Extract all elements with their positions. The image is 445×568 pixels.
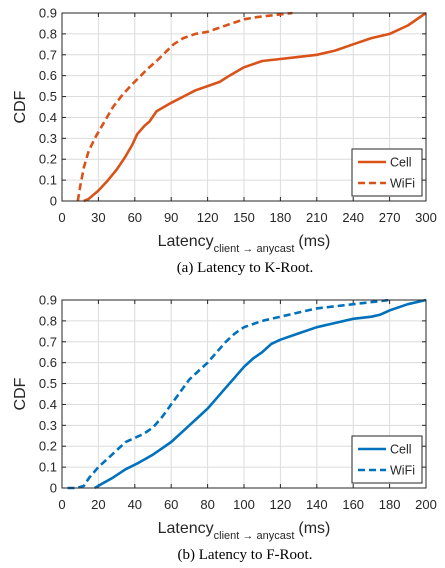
x-tick-label: 180: [270, 210, 292, 225]
legend-box: [351, 148, 423, 197]
y-tick-label: 0.7: [39, 334, 57, 349]
y-tick-label: 0.4: [39, 110, 57, 125]
series-line-cell: [94, 298, 427, 490]
panel-f-root: 0 20 40 60 80 100 120 140 160 180 200 0 0.1 0.2 0.3 0.4…: [12, 293, 437, 564]
x-tick-label: 0: [58, 210, 65, 225]
y-tick-label: 0.6: [39, 68, 57, 83]
y-tick-label: 0.3: [39, 418, 57, 433]
y-tick-label: 0.8: [39, 313, 57, 328]
x-tick-label: 60: [164, 497, 178, 512]
x-axis-label: Latencyclient → anycast (ms): [158, 233, 331, 255]
series-line-wifi: [67, 298, 390, 490]
legend-label-wifi: WiFi: [390, 464, 415, 478]
x-tick-label: 120: [197, 210, 219, 225]
x-tick-label: 180: [379, 497, 401, 512]
y-tick-label: 0.1: [39, 460, 57, 475]
y-tick-label: 0.9: [39, 6, 57, 21]
x-tick-label: 270: [379, 210, 401, 225]
x-tick-label: 100: [233, 497, 255, 512]
y-tick-label: 0: [50, 194, 57, 209]
x-tick-label: 40: [128, 497, 142, 512]
series-line-wifi: [76, 11, 293, 202]
x-axis-label-unit: (ms): [298, 520, 330, 537]
axes-frame: [61, 12, 427, 202]
x-axis-label-main: Latency: [158, 233, 214, 250]
y-axis-label: CDF: [12, 377, 29, 410]
axes-frame: [61, 299, 427, 489]
legend-label-cell: Cell: [390, 443, 412, 457]
x-tick-label: 20: [91, 497, 105, 512]
x-tick-label: 60: [128, 210, 142, 225]
figure-caption: (a) Latency to K-Root.: [177, 260, 314, 276]
y-tick-label: 0.4: [39, 397, 57, 412]
y-tick-label: 0.5: [39, 89, 57, 104]
legend-box: [351, 435, 423, 484]
y-tick-label: 0.1: [39, 173, 57, 188]
legend-label-wifi: WiFi: [390, 177, 415, 191]
x-tick-label: 240: [342, 210, 364, 225]
panel-k-root: 0 30 60 90 120 150 180 210 240 270 300 0 0.1 0.2 0.3 0.…: [12, 6, 437, 277]
y-tick-label: 0.2: [39, 439, 57, 454]
y-axis-label: CDF: [12, 90, 29, 123]
x-axis-label: Latencyclient → anycast (ms): [158, 520, 331, 542]
y-tick-label: 0.9: [39, 293, 57, 308]
y-tick-label: 0.7: [39, 47, 57, 62]
figure-caption: (b) Latency to F-Root.: [178, 547, 313, 563]
legend: Cell WiFi: [351, 148, 423, 197]
series-line-cell: [83, 11, 427, 203]
x-tick-label: 80: [200, 497, 214, 512]
y-tick-label: 0.6: [39, 355, 57, 370]
y-tick-label: 0.8: [39, 26, 57, 41]
x-tick-label: 150: [233, 210, 255, 225]
legend: Cell WiFi: [351, 435, 423, 484]
x-tick-label: 300: [415, 210, 437, 225]
y-tick-label: 0.2: [39, 152, 57, 167]
x-tick-label: 0: [58, 497, 65, 512]
x-axis-label-unit: (ms): [298, 233, 330, 250]
x-tick-label: 90: [164, 210, 178, 225]
x-axis-label-subscript: client → anycast: [214, 530, 295, 542]
x-tick-label: 210: [306, 210, 328, 225]
x-tick-label: 160: [342, 497, 364, 512]
x-tick-label: 200: [415, 497, 437, 512]
x-axis-label-subscript: client → anycast: [214, 243, 295, 255]
x-tick-label: 120: [270, 497, 292, 512]
x-tick-label: 140: [306, 497, 328, 512]
x-tick-label: 30: [91, 210, 105, 225]
y-tick-label: 0: [50, 481, 57, 496]
x-axis-label-main: Latency: [158, 520, 214, 537]
y-tick-label: 0.3: [39, 131, 57, 146]
y-tick-label: 0.5: [39, 376, 57, 391]
legend-label-cell: Cell: [390, 156, 412, 170]
